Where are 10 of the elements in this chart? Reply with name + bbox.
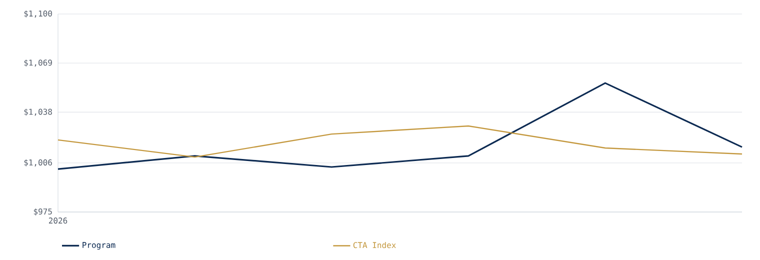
line-series	[57, 125, 743, 158]
y-tick-label: $1,100	[24, 10, 52, 18]
y-tick-label: $975	[34, 208, 52, 216]
y-tick-label: $1,006	[24, 159, 52, 167]
line-series	[57, 82, 743, 170]
legend-label: CTA Index	[353, 242, 396, 248]
y-tick-label: $1,069	[24, 59, 52, 67]
x-tick-label: 2026	[48, 218, 68, 224]
legend-label: Program	[82, 242, 116, 250]
y-tick-label: $1,038	[24, 108, 52, 116]
